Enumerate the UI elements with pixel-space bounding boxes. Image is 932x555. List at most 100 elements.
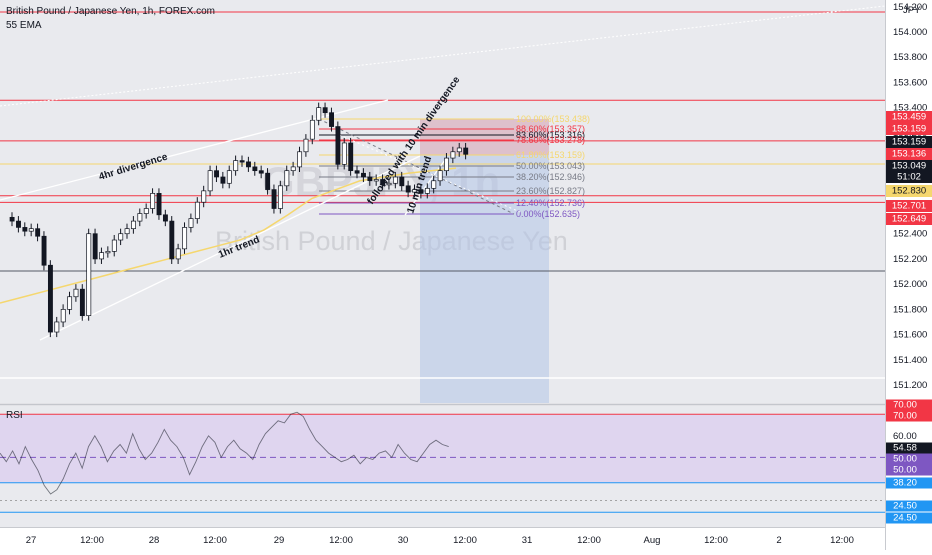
candle-body: [41, 235, 47, 266]
ema-legend[interactable]: 55 EMA: [6, 20, 42, 31]
trend-line-4hr: [0, 99, 389, 201]
candle-body: [226, 170, 232, 184]
time-axis-background[interactable]: [0, 527, 885, 550]
price-axis-background[interactable]: [885, 0, 932, 527]
price-tick-label: 151.600: [893, 330, 927, 341]
time-tick-label: 31: [522, 535, 533, 546]
candle-body: [437, 170, 443, 182]
trend-line-1hr: [39, 155, 421, 341]
candle-body: [348, 142, 354, 172]
candle-body: [367, 176, 373, 182]
fib-red-zone: [420, 119, 549, 155]
candle-body: [47, 264, 53, 333]
candles: [9, 102, 469, 338]
candle-body: [220, 176, 226, 184]
rsi-badge-label: 70.00: [893, 411, 917, 422]
price-tick-label: 151.800: [893, 304, 927, 315]
rsi-pane: [0, 411, 885, 513]
rsi-badge-label: 38.20: [893, 478, 917, 489]
price-tick-label: 154.200: [893, 2, 927, 13]
time-tick-label: 12:00: [80, 535, 104, 546]
price-tick-label: 151.400: [893, 355, 927, 366]
price-tick-label: 152.200: [893, 254, 927, 265]
candle-body: [456, 147, 462, 153]
price-badge: [886, 136, 932, 148]
candle-body: [118, 233, 124, 241]
horizontal-levels[interactable]: [0, 5, 886, 379]
candle-body: [463, 147, 469, 155]
candle-body: [111, 239, 117, 252]
candle-body: [16, 220, 21, 228]
price-tick-label: 154.000: [893, 27, 927, 38]
fib-retracement[interactable]: 100.00%(153.438)88.60%(153.357)83.60%(15…: [318, 114, 590, 219]
rsi-badge: [886, 477, 932, 489]
candle-body: [450, 151, 456, 159]
price-tick-label: 152.400: [893, 229, 927, 240]
fib-level-label: 50.00%(153.043): [516, 161, 585, 171]
time-tick-label: 12:00: [453, 535, 477, 546]
fib-level-label: 38.20%(152.946): [516, 172, 585, 182]
rsi-badge-label: 50.00: [893, 454, 917, 465]
price-badge: [886, 111, 932, 123]
price-badge: [886, 148, 932, 160]
price-tick-label: 151.200: [893, 380, 927, 391]
candle-body: [54, 321, 60, 333]
candle-body: [131, 220, 136, 230]
fib-diagonal: [318, 118, 515, 215]
candle-body: [86, 233, 92, 317]
rsi-badge: [886, 464, 932, 476]
rsi-band: [0, 414, 885, 483]
rsi-legend[interactable]: RSI: [6, 410, 23, 421]
candle-body: [444, 157, 449, 172]
time-tick-label: 12:00: [830, 535, 854, 546]
price-badge: [886, 160, 932, 172]
time-tick-label: 12:00: [704, 535, 728, 546]
candle-body: [258, 170, 264, 174]
candle-body: [143, 208, 149, 214]
fib-level-label: 0.00%(152.635): [516, 209, 580, 219]
price-badge: [886, 123, 932, 135]
price-badge-label: 51:02: [897, 172, 921, 183]
candle-body: [60, 309, 66, 323]
candle-body: [341, 142, 347, 165]
fib-level-label: 12.40%(152.736): [516, 198, 585, 208]
rsi-badge: [886, 442, 932, 454]
candle-body: [169, 220, 175, 260]
symbol-legend[interactable]: British Pound / Japanese Yen, 1h, FOREX.…: [6, 6, 215, 17]
rsi-badge: [886, 399, 932, 411]
candle-body: [156, 193, 162, 216]
candle-body: [22, 227, 28, 232]
ema-55-line: [0, 167, 457, 304]
rsi-badge: [886, 512, 932, 524]
candle-body: [265, 172, 271, 190]
time-tick-label: 12:00: [577, 535, 601, 546]
candle-body: [73, 288, 79, 298]
price-tick-label: 152.000: [893, 279, 927, 290]
price-tick-label: 153.600: [893, 77, 927, 88]
rsi-badge-label: 54.58: [893, 443, 917, 454]
trend-lines[interactable]: [0, 99, 521, 341]
candle-body: [92, 233, 98, 260]
candle-body: [137, 213, 143, 222]
price-badge-label: 152.701: [892, 201, 926, 212]
price-badge: [886, 171, 932, 183]
candle-body: [28, 228, 34, 232]
rsi-badge-label: 24.50: [893, 513, 917, 524]
candle-body: [214, 170, 219, 178]
candle-body: [284, 170, 290, 187]
candle-body: [405, 185, 411, 193]
candle-body: [105, 251, 111, 254]
candle-body: [67, 296, 73, 310]
candle-body: [424, 187, 430, 194]
trend-line-10min: [404, 159, 446, 216]
price-badge-label: 153.159: [892, 137, 926, 148]
candle-body: [79, 288, 85, 317]
fib-level-label: 78.60%(153.278): [516, 135, 585, 145]
price-badge-label: 153.136: [892, 149, 926, 160]
candle-body: [361, 172, 366, 178]
dotted-channel-line: [0, 5, 886, 107]
candle-body: [207, 170, 213, 192]
price-badge-label: 153.049: [892, 161, 926, 172]
candle-body: [386, 182, 392, 186]
